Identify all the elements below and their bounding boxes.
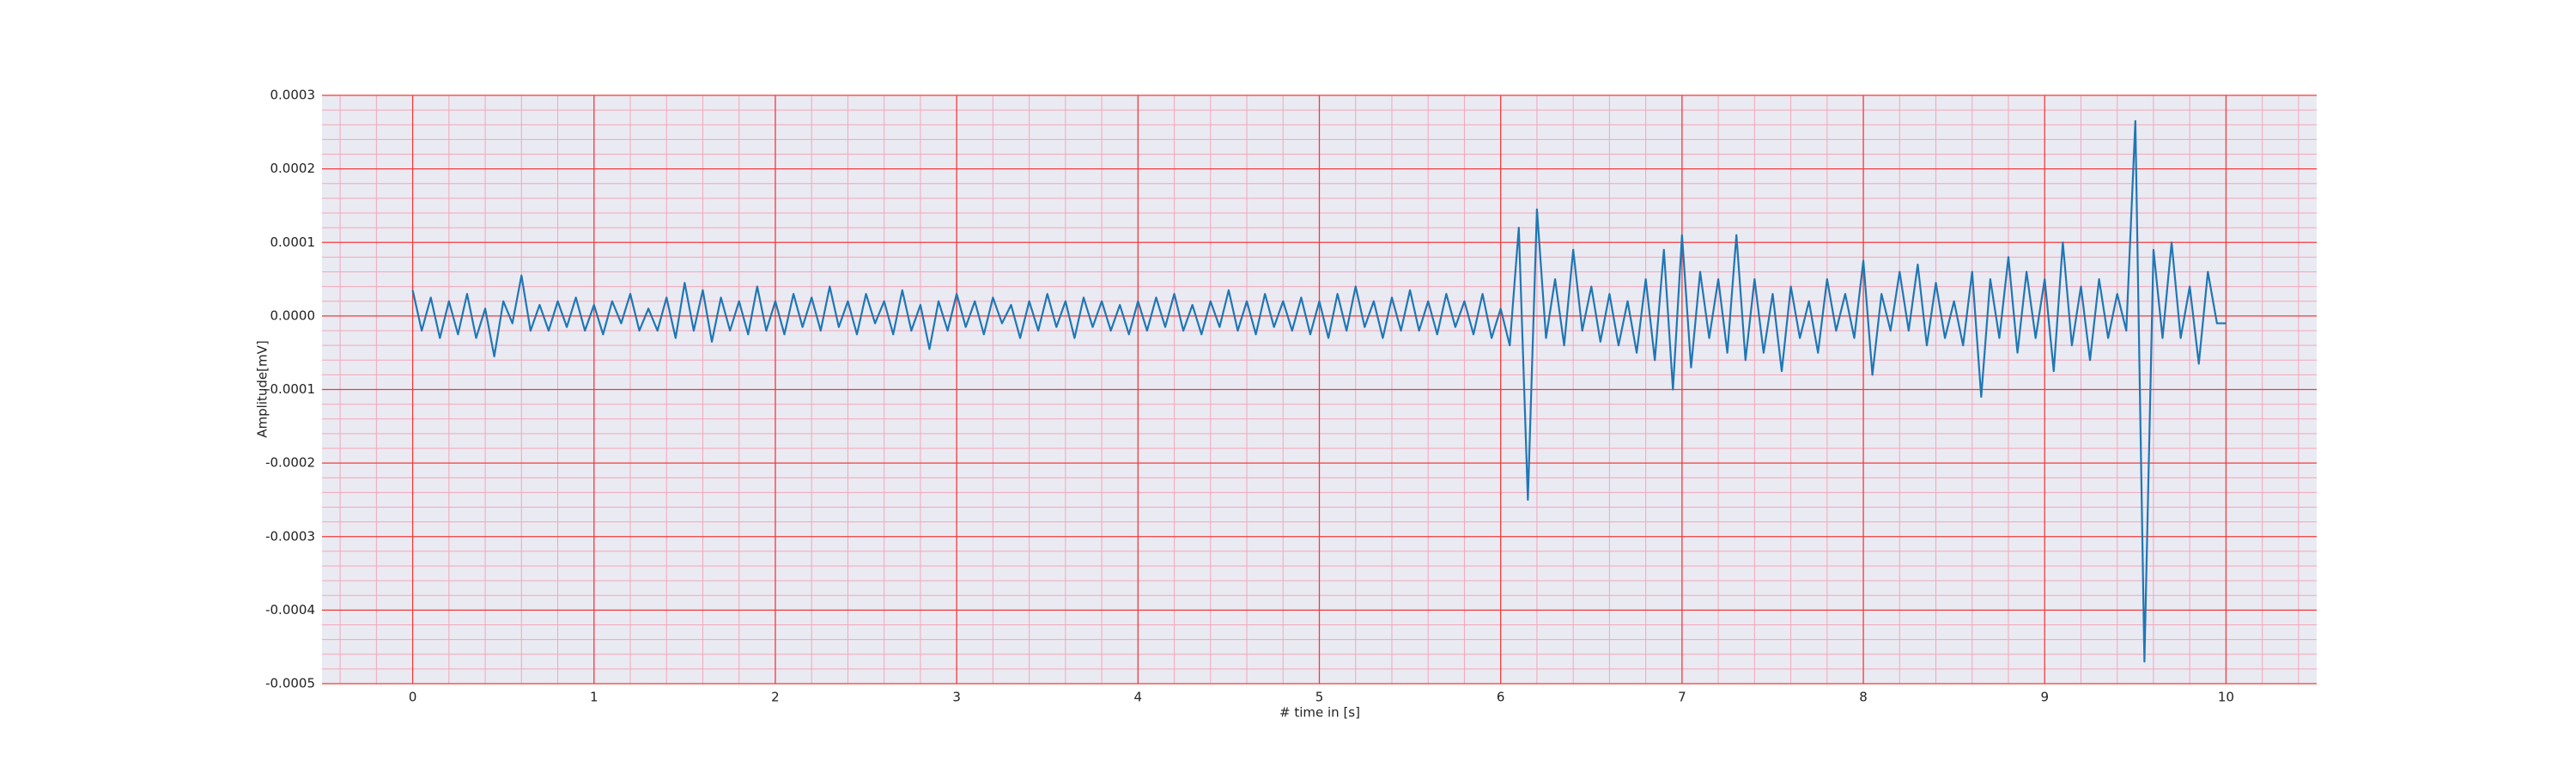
y-tick-label: -0.0001 — [265, 381, 315, 397]
signal-line — [411, 119, 2227, 663]
x-tick-label: 6 — [1497, 690, 1505, 705]
y-tick-label: 0.0002 — [270, 161, 316, 176]
x-tick-label: 5 — [1315, 690, 1324, 705]
y-tick-label: -0.0005 — [265, 676, 315, 691]
x-tick-label: 7 — [1678, 690, 1686, 705]
y-tick-label: 0.0001 — [270, 234, 316, 250]
x-tick-label: 2 — [771, 690, 780, 705]
y-tick-label: -0.0002 — [265, 455, 315, 471]
x-tick-label: 0 — [409, 690, 417, 705]
x-tick-label: 1 — [590, 690, 598, 705]
x-tick-label: 10 — [2218, 690, 2234, 705]
y-tick-label: 0.0000 — [270, 307, 316, 323]
x-axis-label: # time in [s] — [1279, 705, 1360, 721]
y-axis-label: Amplitude[mV] — [255, 340, 270, 437]
x-tick-label: 4 — [1134, 690, 1143, 705]
y-tick-label: -0.0004 — [265, 602, 315, 618]
x-tick-label: 3 — [952, 690, 961, 705]
y-tick-label: 0.0003 — [270, 88, 316, 103]
x-tick-label: 8 — [1859, 690, 1868, 705]
y-tick-label: -0.0003 — [265, 528, 315, 544]
x-tick-label: 9 — [2040, 690, 2049, 705]
